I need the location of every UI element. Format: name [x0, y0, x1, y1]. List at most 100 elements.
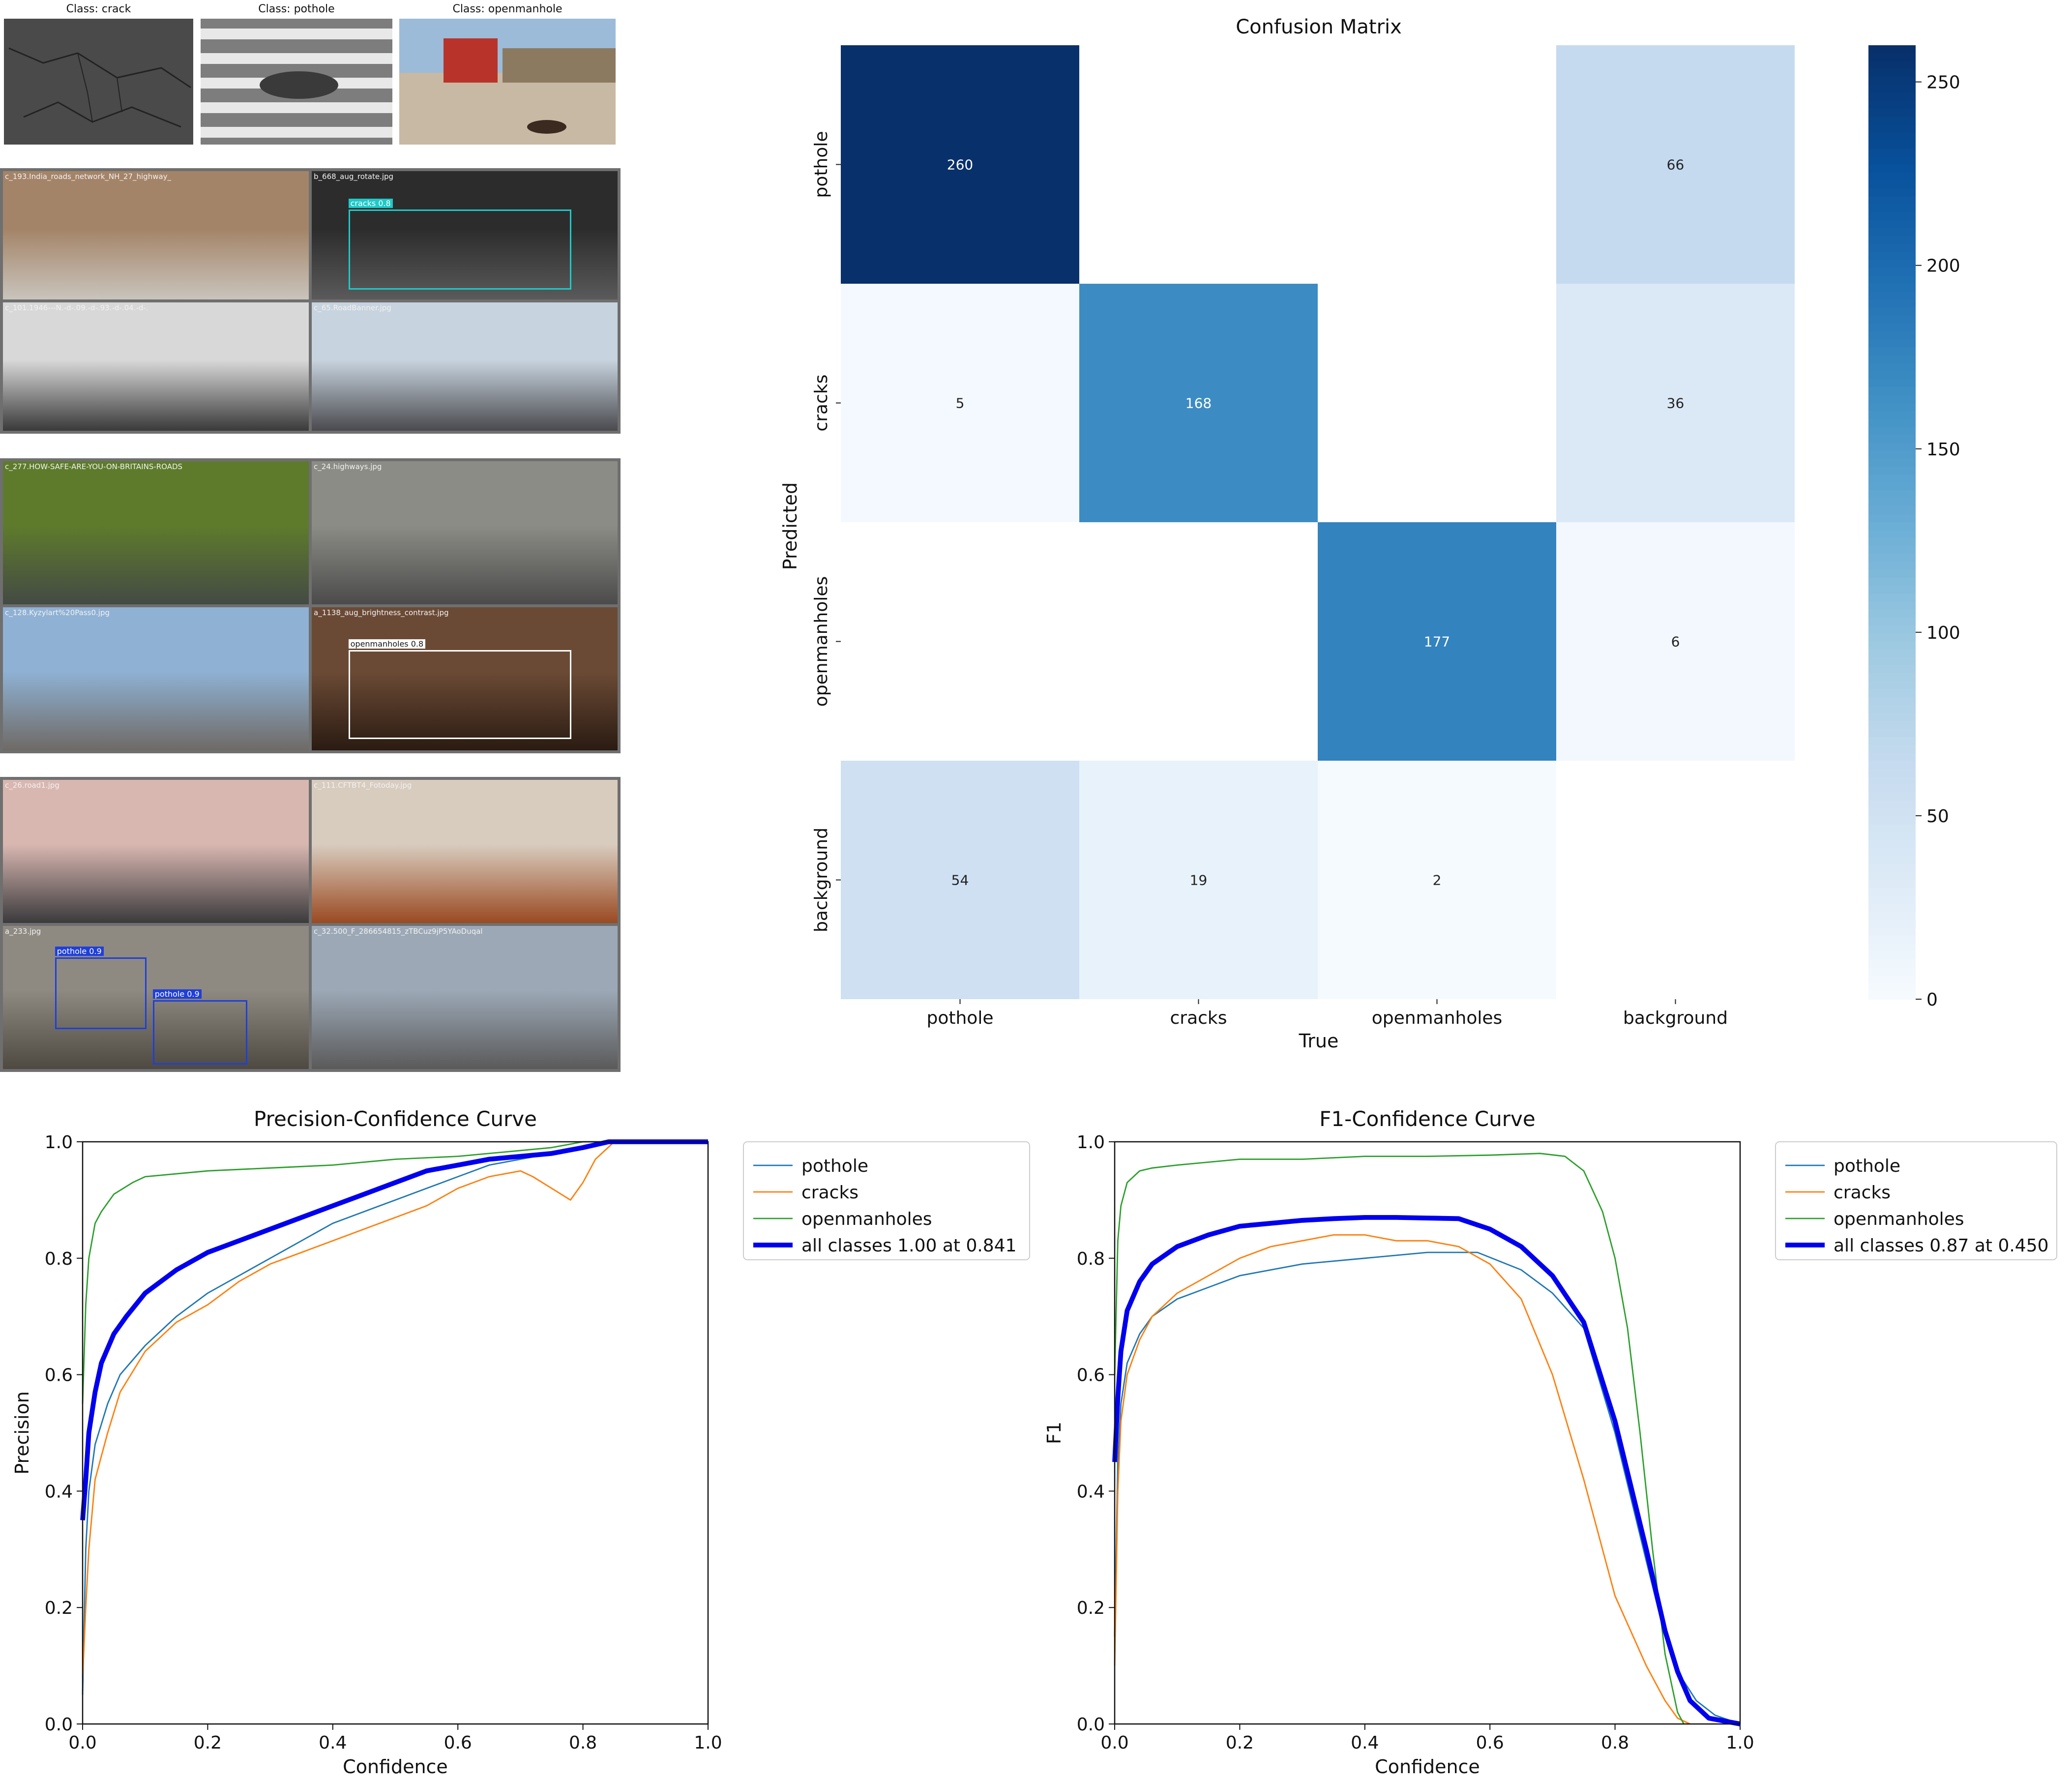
confusion-matrix-cell-value: 66: [1667, 157, 1685, 173]
colorbar-segment: [1868, 888, 1916, 896]
x-tick-label: 0.2: [1226, 1733, 1254, 1753]
confusion-matrix-cell-value: 5: [956, 395, 965, 412]
confusion-matrix-xtick-label: pothole: [927, 1008, 994, 1028]
prediction-grid-caption: c_128.Kyzylart%20Pass0.jpg: [5, 608, 110, 617]
confusion-matrix-cell: [1318, 284, 1556, 522]
class-samples: Class: crack Class: pothole Class: openm…: [0, 0, 629, 148]
colorbar-segment: [1868, 538, 1916, 547]
colorbar-segment: [1868, 164, 1916, 173]
confusion-matrix-cell: [1079, 284, 1318, 522]
y-tick-label: 0.8: [1077, 1249, 1105, 1269]
y-tick-label: 0.8: [45, 1249, 73, 1269]
legend-label: cracks: [1834, 1183, 1891, 1203]
prediction-grid-caption: a_1138_aug_brightness_contrast.jpg: [314, 608, 449, 617]
colorbar-segment: [1868, 355, 1916, 364]
colorbar-segment: [1868, 85, 1916, 93]
legend: pothole cracks openmanholes all classes 0.8…: [1775, 1141, 2057, 1260]
confusion-matrix-ytick-label: pothole: [811, 131, 831, 198]
prediction-grid-cell: c_111.CFTBT4_Fotoday.jpg: [312, 780, 618, 923]
colorbar-segment: [1868, 339, 1916, 348]
colorbar-segment: [1868, 45, 1916, 54]
confusion-matrix-cell-value: 36: [1667, 395, 1685, 412]
confusion-matrix-ytick-label: openmanholes: [811, 576, 831, 707]
detection-box: [348, 209, 572, 290]
confusion-matrix-cell: [1079, 522, 1318, 761]
x-tick-label: 0.6: [444, 1733, 472, 1753]
colorbar-segment: [1868, 435, 1916, 444]
colorbar-segment: [1868, 625, 1916, 634]
colorbar-segment: [1868, 856, 1916, 865]
detection-box: [152, 1000, 248, 1065]
colorbar-segment: [1868, 148, 1916, 157]
line-chart-title: Precision-Confidence Curve: [254, 1107, 537, 1131]
colorbar-segment: [1868, 443, 1916, 451]
colorbar-segment: [1868, 395, 1916, 404]
legend-box: [743, 1141, 1030, 1260]
y-tick-label: 0.6: [1077, 1366, 1105, 1386]
colorbar-segment: [1868, 323, 1916, 332]
colorbar-segment: [1868, 180, 1916, 189]
x-tick-label: 0.0: [1100, 1733, 1128, 1753]
x-tick-label: 0.2: [194, 1733, 222, 1753]
colorbar-segment: [1868, 490, 1916, 499]
colorbar-tick-label: 0: [1926, 990, 1938, 1010]
y-tick-label: 0.0: [1077, 1715, 1105, 1735]
colorbar-segment: [1868, 880, 1916, 889]
colorbar-segment: [1868, 307, 1916, 316]
colorbar-segment: [1868, 212, 1916, 221]
colorbar-segment: [1868, 935, 1916, 944]
confusion-matrix-cell-value: 168: [1185, 395, 1212, 412]
precision-confidence-chart: Precision-Confidence Curve 0.0 0.2 0.4 0.6 0.…: [11, 1107, 1030, 1778]
prediction-grid-caption: b_668_aug_rotate.jpg: [314, 172, 394, 181]
confusion-matrix-cell: [1556, 522, 1795, 761]
colorbar-segment: [1868, 450, 1916, 459]
y-tick-label: 0.2: [1077, 1598, 1105, 1618]
colorbar-segment: [1868, 943, 1916, 952]
confusion-matrix-axis-labels: pothole cracks openmanholes background potho…: [811, 131, 1728, 1028]
class-sample-title-openmanhole: Class: openmanhole: [452, 3, 562, 15]
prediction-grid-cell: c_32.500_F_286654815_zTBCuz9jP5YAoDuqal: [312, 926, 618, 1069]
colorbar-segment: [1868, 586, 1916, 594]
colorbar-segment: [1868, 729, 1916, 738]
colorbar-segment: [1868, 578, 1916, 587]
prediction-grid-cell: c_65.RoadBanner.jpg: [312, 302, 618, 431]
confusion-matrix-colorbar: 0 50 100 150 200 250: [1868, 45, 1960, 1010]
y-tick-label: 1.0: [1077, 1132, 1105, 1153]
detection-box-label: pothole 0.9: [152, 989, 202, 999]
legend-label: cracks: [801, 1183, 858, 1203]
colorbar-segment: [1868, 776, 1916, 785]
colorbar-segment: [1868, 117, 1916, 125]
colorbar-segment: [1868, 967, 1916, 976]
colorbar-segment: [1868, 236, 1916, 245]
colorbar-segment: [1868, 61, 1916, 70]
colorbar-segment: [1868, 808, 1916, 817]
colorbar-segment: [1868, 761, 1916, 770]
confusion-matrix-cell-value: 54: [951, 872, 969, 889]
confusion-matrix-cell-value: 177: [1424, 634, 1450, 650]
colorbar-segment: [1868, 951, 1916, 960]
colorbar-segment: [1868, 975, 1916, 984]
x-tick-label: 1.0: [1726, 1733, 1754, 1753]
prediction-grid-block: c_277.HOW-SAFE-ARE-YOU-ON-BRITAINS-ROADS…: [0, 458, 621, 753]
colorbar-segment: [1868, 315, 1916, 324]
colorbar-segment: [1868, 681, 1916, 690]
colorbar-segment: [1868, 132, 1916, 141]
colorbar-segment: [1868, 546, 1916, 555]
colorbar-tick-label: 150: [1926, 440, 1960, 460]
confusion-matrix-cell: [1556, 761, 1795, 999]
prediction-grid-caption: c_26.road1.jpg: [5, 781, 59, 790]
colorbar-segment: [1868, 427, 1916, 436]
colorbar-segment: [1868, 705, 1916, 713]
legend-label: openmanholes: [1834, 1209, 1964, 1229]
prediction-grid-caption: c_24.highways.jpg: [314, 462, 382, 471]
y-tick-label: 1.0: [45, 1132, 73, 1153]
confusion-matrix-chart: Confusion Matrix 260 66 5 168 36 177 6 54 19 2 po…: [779, 16, 1960, 1052]
class-sample-image-openmanhole: [399, 19, 616, 145]
colorbar-segment: [1868, 299, 1916, 308]
confusion-matrix-cell: [1318, 522, 1556, 761]
colorbar-segment: [1868, 77, 1916, 86]
colorbar-segment: [1868, 665, 1916, 674]
colorbar-segment: [1868, 991, 1916, 1000]
confusion-matrix-ytick-label: cracks: [811, 374, 831, 431]
line-series-3: [80, 1139, 708, 1520]
